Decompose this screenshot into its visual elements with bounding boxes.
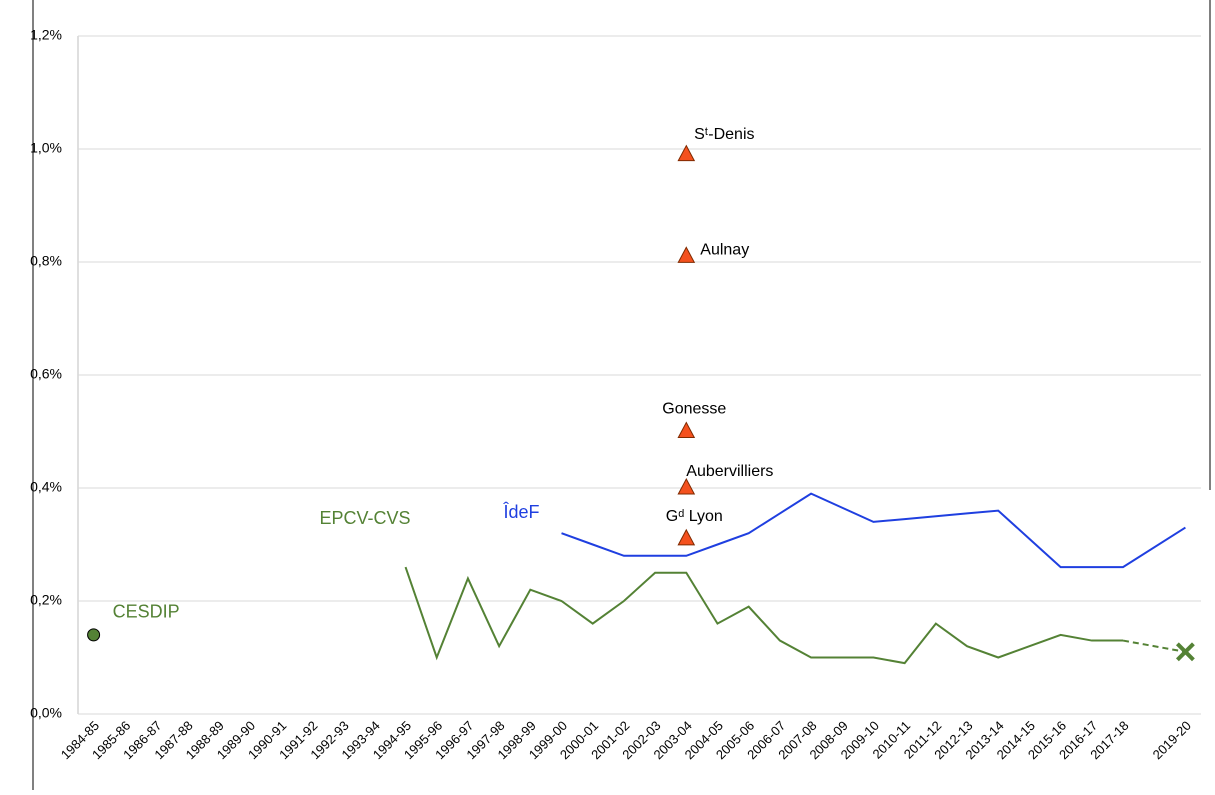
y-tick-label: 0,4% <box>30 479 62 495</box>
series-line <box>561 492 1186 569</box>
dashed-line <box>1122 639 1186 653</box>
point-marker <box>677 528 696 546</box>
point-label: Sᵗ-Denis <box>694 126 754 143</box>
y-tick-label: 0,2% <box>30 592 62 608</box>
y-tick-label: 1,2% <box>30 27 62 43</box>
x-marker <box>1175 642 1195 662</box>
point-marker <box>677 144 696 162</box>
y-tick-label: 0,6% <box>30 366 62 382</box>
series-label: CESDIP <box>113 602 180 622</box>
point-marker <box>677 246 696 263</box>
series-label: EPCV-CVS <box>320 508 411 528</box>
series-line <box>404 566 1124 665</box>
point-label: Gᵈ Lyon <box>666 508 723 525</box>
y-tick-label: 0,0% <box>30 705 62 721</box>
point-marker <box>87 628 101 642</box>
series-label: ÎdeF <box>503 502 540 522</box>
y-tick-label: 1,0% <box>30 140 62 156</box>
point-label: Gonesse <box>662 401 726 418</box>
point-marker <box>677 421 696 438</box>
point-label: Aubervilliers <box>686 463 773 480</box>
point-label: Aulnay <box>700 242 749 259</box>
x-tick-label: 2019-20 <box>1150 718 1194 762</box>
point-marker <box>677 477 696 495</box>
y-tick-label: 0,8% <box>30 253 62 269</box>
